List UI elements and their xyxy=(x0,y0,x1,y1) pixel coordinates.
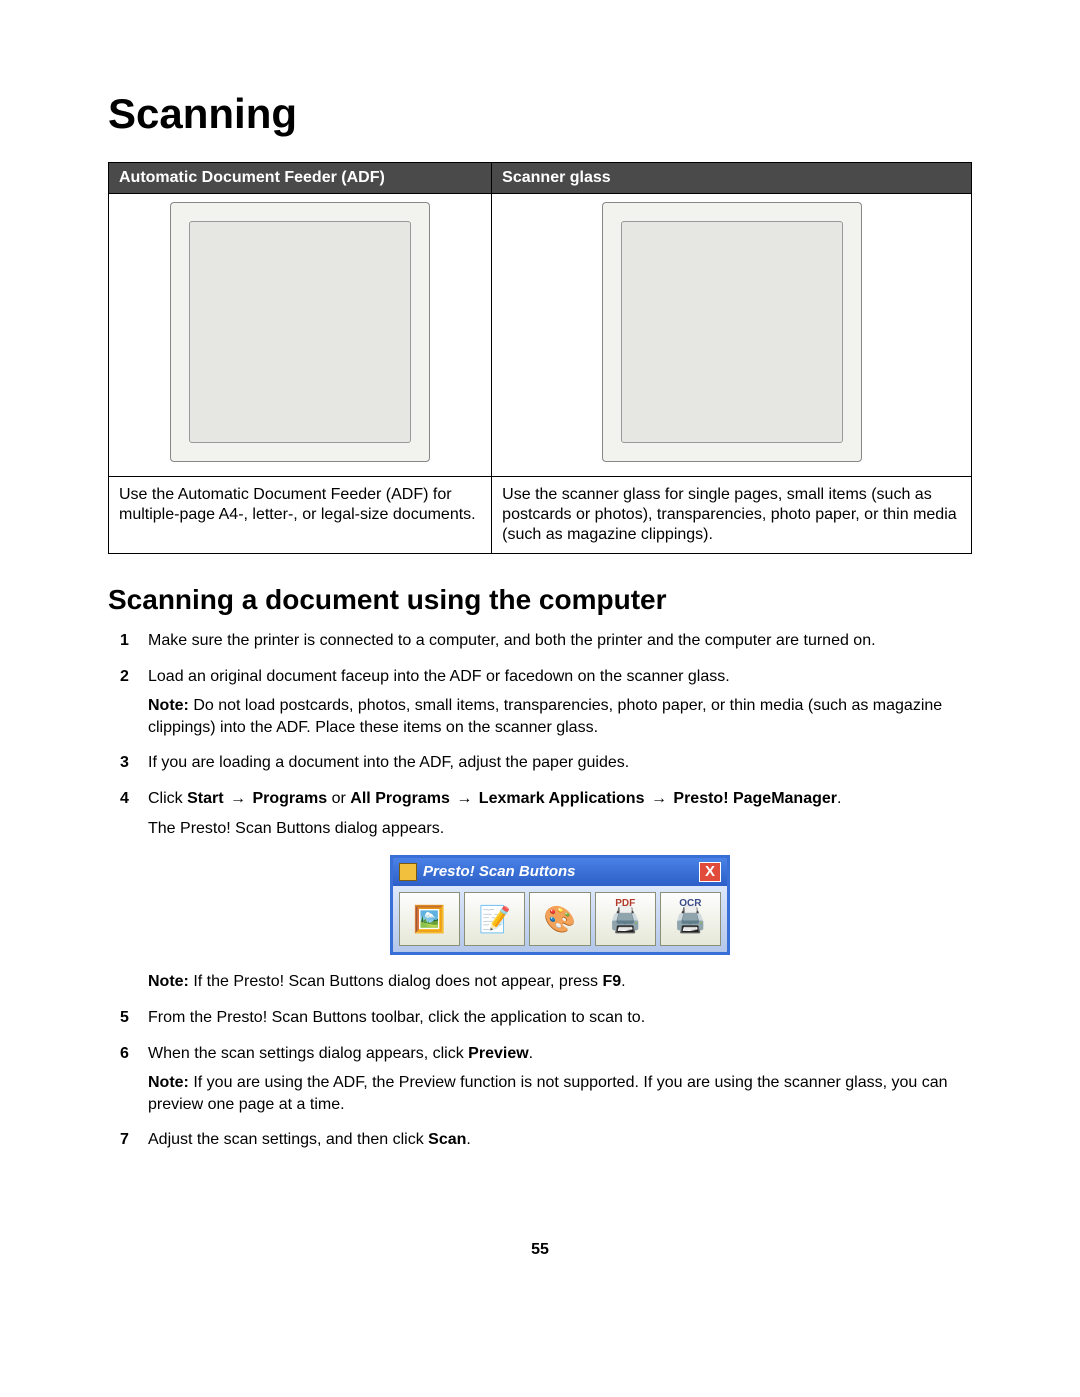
note-label: Note: xyxy=(148,697,189,714)
presto-title-text: Presto! Scan Buttons xyxy=(423,862,576,882)
app-icon: 🖼️ xyxy=(413,902,445,937)
step-4-or: or xyxy=(327,790,350,807)
step-6-b: Preview xyxy=(468,1045,528,1062)
section-title: Scanning a document using the computer xyxy=(108,584,972,616)
step-4-period: . xyxy=(837,790,841,807)
step-4-programs: Programs xyxy=(252,790,327,807)
arrow-icon: → xyxy=(649,790,669,807)
table-header-glass: Scanner glass xyxy=(492,163,972,194)
scan-to-ocr-button[interactable]: OCR🖨️ xyxy=(660,892,721,946)
step-6-a: When the scan settings dialog appears, c… xyxy=(148,1045,468,1062)
step-4-note-a: If the Presto! Scan Buttons dialog does … xyxy=(189,973,603,990)
step-4-lexmark: Lexmark Applications xyxy=(479,790,645,807)
arrow-icon: → xyxy=(454,790,474,807)
presto-dialog: Presto! Scan Buttons X 🖼️ 📝 🎨 PDF🖨️ OCR🖨… xyxy=(390,855,730,955)
step-7-b: Scan xyxy=(428,1131,466,1148)
step-4: Click Start → Programs or All Programs →… xyxy=(130,788,972,993)
step-1-text: Make sure the printer is connected to a … xyxy=(148,632,876,649)
adf-printer-illustration xyxy=(170,202,430,462)
paint-icon: 🎨 xyxy=(544,902,576,937)
step-5-text: From the Presto! Scan Buttons toolbar, c… xyxy=(148,1009,645,1026)
step-1: Make sure the printer is connected to a … xyxy=(130,630,972,652)
step-6-note-text: If you are using the ADF, the Preview fu… xyxy=(148,1074,948,1113)
presto-dialog-illustration: Presto! Scan Buttons X 🖼️ 📝 🎨 PDF🖨️ OCR🖨… xyxy=(148,855,972,955)
step-4-prefix: Click xyxy=(148,790,187,807)
step-6: When the scan settings dialog appears, c… xyxy=(130,1043,972,1116)
page-number: 55 xyxy=(108,1241,972,1259)
arrow-icon: → xyxy=(228,790,248,807)
step-7: Adjust the scan settings, and then click… xyxy=(130,1129,972,1151)
scan-methods-table: Automatic Document Feeder (ADF) Scanner … xyxy=(108,162,972,554)
step-4-note-key: F9 xyxy=(602,973,621,990)
ocr-label: OCR xyxy=(679,897,701,911)
scan-to-app-button[interactable]: 🖼️ xyxy=(399,892,460,946)
step-4-allprograms: All Programs xyxy=(350,790,450,807)
presto-titlebar: Presto! Scan Buttons X xyxy=(393,858,727,886)
table-header-adf: Automatic Document Feeder (ADF) xyxy=(109,163,492,194)
scan-to-pdf-button[interactable]: PDF🖨️ xyxy=(595,892,656,946)
notepad-icon: 📝 xyxy=(479,902,511,937)
page-title: Scanning xyxy=(108,90,972,138)
step-4-presto: Presto! PageManager xyxy=(673,790,837,807)
step-2-note: Note: Do not load postcards, photos, sma… xyxy=(148,695,972,738)
step-6-c: . xyxy=(529,1045,533,1062)
step-3-text: If you are loading a document into the A… xyxy=(148,754,629,771)
step-2-text: Load an original document faceup into th… xyxy=(148,668,730,685)
close-icon[interactable]: X xyxy=(699,862,721,882)
step-2: Load an original document faceup into th… xyxy=(130,666,972,739)
step-7-a: Adjust the scan settings, and then click xyxy=(148,1131,428,1148)
step-2-note-text: Do not load postcards, photos, small ite… xyxy=(148,697,942,736)
note-label: Note: xyxy=(148,973,189,990)
scan-to-notepad-button[interactable]: 📝 xyxy=(464,892,525,946)
step-4-sub: The Presto! Scan Buttons dialog appears. xyxy=(148,818,972,840)
steps-list: Make sure the printer is connected to a … xyxy=(130,630,972,1151)
adf-image-cell xyxy=(109,194,492,477)
presto-app-icon xyxy=(399,863,417,881)
step-4-note-b: . xyxy=(621,973,625,990)
glass-caption: Use the scanner glass for single pages, … xyxy=(492,477,972,554)
step-7-c: . xyxy=(466,1131,470,1148)
glass-image-cell xyxy=(492,194,972,477)
scan-to-paint-button[interactable]: 🎨 xyxy=(529,892,590,946)
step-6-note: Note: If you are using the ADF, the Prev… xyxy=(148,1072,972,1115)
step-4-start: Start xyxy=(187,790,223,807)
step-4-note: Note: If the Presto! Scan Buttons dialog… xyxy=(148,971,972,993)
step-5: From the Presto! Scan Buttons toolbar, c… xyxy=(130,1007,972,1029)
adf-caption: Use the Automatic Document Feeder (ADF) … xyxy=(109,477,492,554)
note-label: Note: xyxy=(148,1074,189,1091)
step-3: If you are loading a document into the A… xyxy=(130,752,972,774)
pdf-label: PDF xyxy=(615,897,635,911)
glass-printer-illustration xyxy=(602,202,862,462)
presto-buttons-row: 🖼️ 📝 🎨 PDF🖨️ OCR🖨️ xyxy=(393,886,727,952)
